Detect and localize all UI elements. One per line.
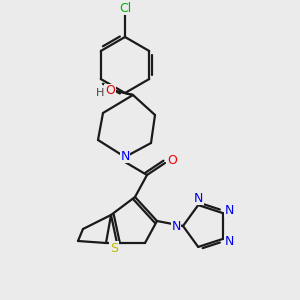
- Text: N: N: [194, 192, 203, 205]
- Text: N: N: [225, 204, 235, 217]
- Text: O: O: [105, 85, 115, 98]
- Text: N: N: [171, 220, 181, 232]
- Text: Cl: Cl: [119, 2, 131, 14]
- Text: S: S: [110, 242, 118, 254]
- Text: H: H: [96, 88, 104, 98]
- Text: O: O: [167, 154, 177, 167]
- Text: N: N: [120, 149, 130, 163]
- Text: N: N: [225, 236, 235, 248]
